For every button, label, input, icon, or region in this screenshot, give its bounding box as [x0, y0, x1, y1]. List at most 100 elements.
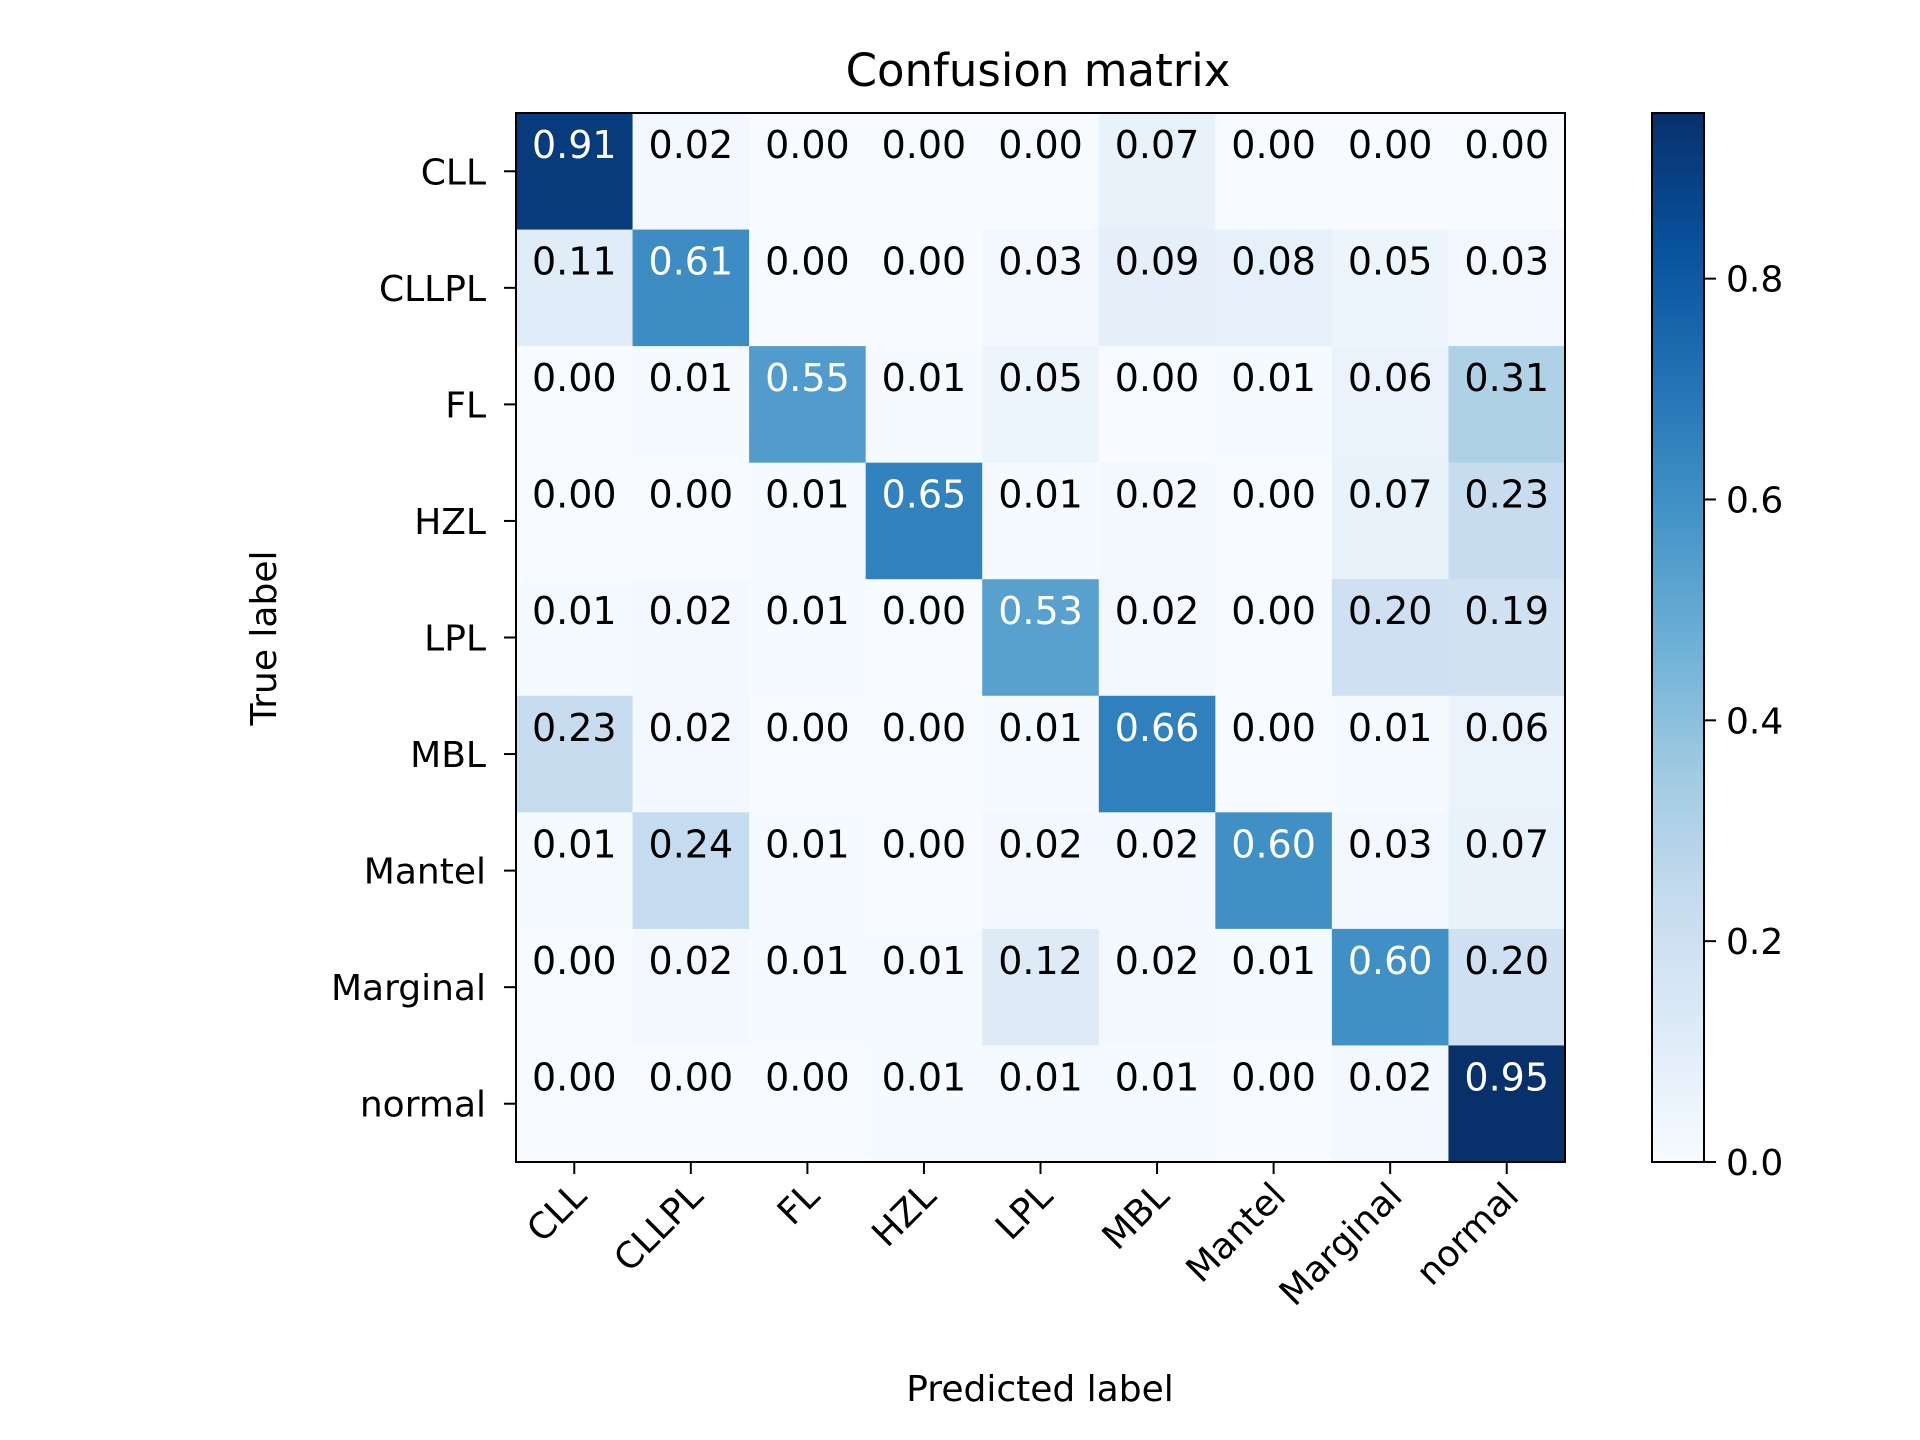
cell-value-label: 0.01 — [765, 939, 850, 983]
cell-value-label: 0.06 — [1348, 356, 1433, 400]
heatmap-cell — [1448, 1045, 1566, 1163]
heatmap-cell — [865, 812, 983, 930]
cell-value-label: 0.61 — [649, 240, 734, 284]
cell-value-label: 0.02 — [649, 706, 734, 750]
heatmap-cell — [632, 695, 750, 813]
colorbar-ticks: 0.0 0.2 0.4 0.6 0.8 — [1704, 260, 1783, 1184]
cell-value-label: 0.01 — [882, 939, 967, 983]
y-tick-label: Marginal — [331, 968, 486, 1009]
cell-value-label: 0.02 — [1115, 939, 1200, 983]
heatmap-cell — [1331, 1045, 1450, 1163]
heatmap-cell — [865, 928, 983, 1047]
colorbar-frame — [1651, 112, 1705, 1163]
cell-value-label: 0.00 — [998, 123, 1083, 167]
cell-value-label: 0.02 — [998, 822, 1083, 866]
cell-value-label: 0.01 — [1231, 939, 1316, 983]
colorbar: 0.0 0.2 0.4 0.6 0.8 — [1651, 112, 1783, 1184]
heatmap-cell — [865, 113, 983, 231]
heatmap-cell — [516, 346, 634, 464]
y-tick-label: MBL — [410, 735, 486, 776]
y-tick-label: FL — [445, 385, 486, 426]
heatmap-cell — [632, 113, 750, 231]
cell-value-label: 0.20 — [1348, 589, 1433, 633]
heatmap-cell — [865, 462, 983, 580]
colorbar-tick-label: 0.4 — [1726, 701, 1783, 742]
x-tick-label: HZL — [865, 1175, 945, 1255]
heatmap-cell — [1448, 579, 1566, 697]
cell-value-label: 0.03 — [1464, 240, 1549, 284]
colorbar-tick-label: 0.2 — [1726, 922, 1783, 963]
heatmap-cell-values: 0.91 0.02 0.00 0.00 0.00 0.07 0.00 0.00 0.00 0.11… — [532, 123, 1549, 1099]
heatmap-cell — [1448, 462, 1566, 580]
cell-value-label: 0.00 — [1348, 123, 1433, 167]
heatmap-cell — [1098, 812, 1216, 930]
cell-value-label: 0.00 — [1231, 1055, 1316, 1099]
cell-value-label: 0.24 — [649, 822, 734, 866]
cell-value-label: 0.60 — [1348, 939, 1433, 983]
cell-value-label: 0.05 — [1348, 240, 1433, 284]
colorbar-gradient — [1652, 113, 1704, 1162]
x-tick-label: LPL — [988, 1175, 1061, 1248]
cell-value-label: 0.55 — [765, 356, 850, 400]
cell-value-label: 0.00 — [1231, 473, 1316, 517]
heatmap-cell — [982, 812, 1100, 930]
colorbar-tick-label: 0.6 — [1726, 480, 1783, 521]
heatmap-cell — [1331, 695, 1450, 813]
heatmap-cell — [1448, 346, 1566, 464]
cell-value-label: 0.01 — [1115, 1055, 1200, 1099]
y-tick-label: CLLPL — [379, 269, 486, 310]
heatmap-cell — [865, 1045, 983, 1163]
y-tick-label: normal — [360, 1085, 486, 1126]
heatmap-cell — [749, 346, 867, 464]
cell-value-label: 0.23 — [1464, 473, 1549, 517]
heatmap-cell — [1215, 1045, 1333, 1163]
heatmap-cell — [865, 579, 983, 697]
heatmap-cell — [1215, 113, 1333, 231]
heatmap-cell — [1215, 462, 1333, 580]
cell-value-label: 0.01 — [532, 822, 617, 866]
cell-value-label: 0.53 — [998, 589, 1083, 633]
cell-value-label: 0.00 — [532, 356, 617, 400]
cell-value-label: 0.02 — [649, 589, 734, 633]
x-axis-label: Predicted label — [906, 1369, 1174, 1410]
heatmap-cell — [1098, 113, 1216, 231]
heatmap-cell — [632, 812, 750, 930]
heatmap-cell — [749, 695, 867, 813]
cell-value-label: 0.00 — [532, 473, 617, 517]
heatmap-cell — [516, 1045, 634, 1163]
heatmap-cell — [1098, 695, 1216, 813]
cell-value-label: 0.00 — [1231, 589, 1316, 633]
cell-value-label: 0.66 — [1115, 706, 1200, 750]
y-axis-label: True label — [244, 551, 285, 727]
heatmap-cell — [1098, 928, 1216, 1047]
heatmap-cell — [1215, 229, 1333, 347]
heatmap-cell — [1331, 928, 1450, 1047]
chart-title: Confusion matrix — [846, 44, 1231, 97]
cell-value-label: 0.08 — [1231, 240, 1316, 284]
cell-value-label: 0.00 — [882, 822, 967, 866]
heatmap-cell — [632, 346, 750, 464]
heatmap-cell — [1098, 1045, 1216, 1163]
heatmap-cell — [982, 229, 1100, 347]
cell-value-label: 0.00 — [882, 240, 967, 284]
cell-value-label: 0.31 — [1464, 356, 1549, 400]
heatmap-cell — [632, 928, 750, 1047]
heatmap-cell — [865, 229, 983, 347]
cell-value-label: 0.01 — [882, 1055, 967, 1099]
y-tick-label: HZL — [414, 502, 486, 543]
heatmap-cell — [749, 579, 867, 697]
heatmap-cell — [982, 695, 1100, 813]
heatmap-cell — [1331, 113, 1450, 231]
heatmap-cell — [982, 928, 1100, 1047]
cell-value-label: 0.00 — [765, 240, 850, 284]
cell-value-label: 0.91 — [532, 123, 617, 167]
cell-value-label: 0.03 — [1348, 822, 1433, 866]
heatmap-cell — [1331, 229, 1450, 347]
cell-value-label: 0.00 — [649, 473, 734, 517]
heatmap-cell — [516, 579, 634, 697]
heatmap-cell — [1215, 695, 1333, 813]
x-tick-label: MBL — [1095, 1175, 1178, 1258]
x-tick-label: CLL — [520, 1175, 595, 1250]
cell-value-label: 0.20 — [1464, 939, 1549, 983]
x-tick-label: Marginal — [1272, 1175, 1411, 1314]
